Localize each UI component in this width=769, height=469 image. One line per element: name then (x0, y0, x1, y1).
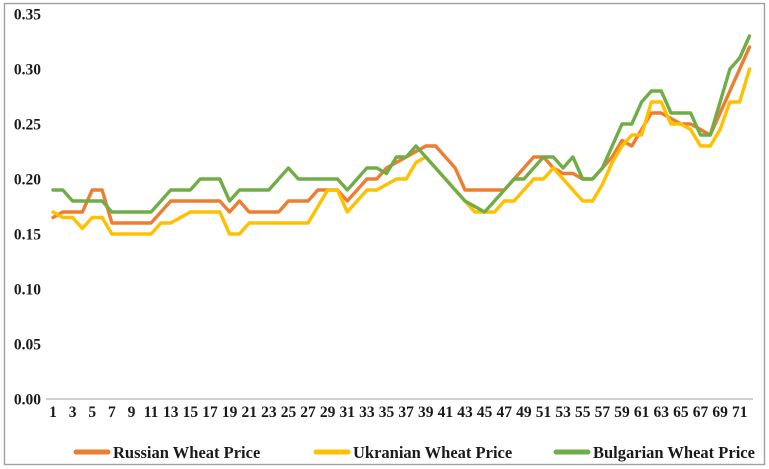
x-axis-tick-label: 65 (673, 404, 689, 421)
x-axis-tick-label: 31 (340, 404, 356, 421)
y-axis-tick-label: 0.20 (14, 172, 41, 189)
x-axis-tick-label: 19 (222, 404, 238, 421)
x-axis-tick-label: 45 (477, 404, 493, 421)
y-axis-tick-label: 0.10 (14, 282, 41, 299)
chart-border (3, 2, 766, 466)
y-axis-tick-label: 0.35 (14, 7, 41, 24)
x-axis-tick-label: 17 (202, 404, 218, 421)
y-axis-tick-label: 0.15 (14, 227, 41, 244)
x-axis-tick-label: 37 (398, 404, 414, 421)
x-axis-tick-label: 39 (418, 404, 434, 421)
legend-item-bulgarian-wheat-price: Bulgarian Wheat Price (553, 443, 755, 462)
x-axis-tick-label: 69 (712, 404, 728, 421)
x-axis-tick-label: 3 (69, 404, 77, 421)
x-axis-tick-label: 59 (614, 404, 630, 421)
x-axis-tick-label: 55 (575, 404, 591, 421)
legend-label-ukranian-wheat-price: Ukranian Wheat Price (353, 443, 512, 462)
x-axis-tick-label: 47 (497, 404, 513, 421)
x-axis-tick-label: 1 (49, 404, 57, 421)
x-axis-tick-label: 41 (438, 404, 454, 421)
y-axis-tick-label: 0.30 (14, 62, 41, 79)
x-axis-tick-label: 5 (88, 404, 96, 421)
x-axis-tick-label: 57 (595, 404, 611, 421)
x-axis-tick-label: 11 (144, 404, 159, 421)
x-axis-tick-label: 67 (693, 404, 709, 421)
x-axis-tick-label: 9 (128, 404, 136, 421)
x-axis-tick-label: 49 (516, 404, 532, 421)
legend-label-russian-wheat-price: Russian Wheat Price (113, 443, 260, 462)
series-line-russian-wheat-price (51, 45, 752, 225)
x-axis-tick-label: 53 (555, 404, 571, 421)
legend-item-ukranian-wheat-price: Ukranian Wheat Price (313, 443, 512, 462)
x-axis-tick-label: 23 (261, 404, 277, 421)
y-axis-tick-label: 0.05 (14, 337, 41, 354)
y-axis-tick-label: 0.00 (14, 392, 41, 409)
x-axis-tick-label: 33 (359, 404, 375, 421)
series-line-bulgarian-wheat-price (51, 34, 752, 214)
x-axis-tick-label: 43 (457, 404, 473, 421)
x-axis-tick-label: 27 (300, 404, 316, 421)
series-line-ukranian-wheat-price (51, 67, 752, 236)
x-axis-tick-label: 7 (108, 404, 116, 421)
legend-label-bulgarian-wheat-price: Bulgarian Wheat Price (593, 443, 755, 462)
x-axis-tick-label: 29 (320, 404, 336, 421)
x-axis-tick-label: 25 (281, 404, 297, 421)
y-axis-tick-label: 0.25 (14, 117, 41, 134)
x-axis-tick-label: 13 (163, 404, 179, 421)
x-axis-tick-label: 63 (653, 404, 669, 421)
x-axis-tick-label: 51 (536, 404, 552, 421)
x-axis-tick-label: 15 (183, 404, 199, 421)
x-axis-tick-label: 61 (634, 404, 650, 421)
x-axis-tick-label: 35 (379, 404, 395, 421)
legend-item-russian-wheat-price: Russian Wheat Price (73, 443, 260, 462)
x-axis-tick-label: 21 (241, 404, 257, 421)
x-axis-tick-label: 71 (732, 404, 748, 421)
